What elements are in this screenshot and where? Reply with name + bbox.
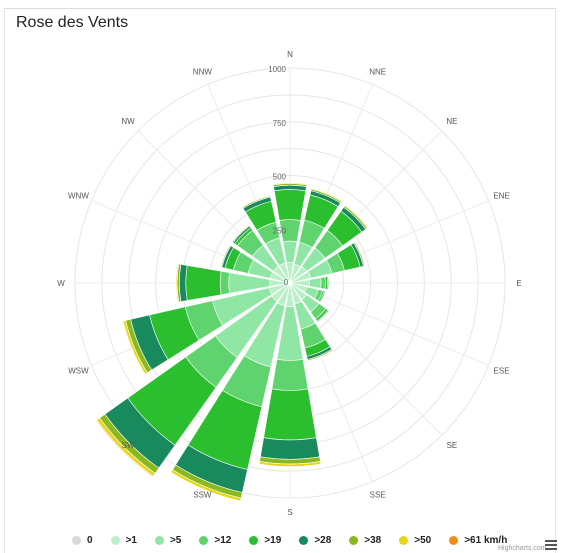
legend-label: >5 [169, 534, 182, 546]
wedge-e-series-7 [328, 275, 331, 291]
legend-item[interactable]: >5 [154, 534, 182, 546]
wedge-nw-series-7 [231, 224, 250, 243]
direction-label-n: N [287, 50, 293, 59]
direction-label-ene: ENE [493, 191, 509, 200]
wedge-s-series-3 [271, 358, 309, 391]
wedge-nnw-series-7 [241, 194, 271, 208]
wedge-n-series-2 [282, 240, 298, 264]
hamburger-menu-icon[interactable] [545, 540, 557, 550]
wedge-se-series-7 [317, 310, 331, 324]
legend-item[interactable]: >1 [110, 534, 137, 546]
legend-label: >38 [364, 534, 382, 546]
wedge-w-series-8 [175, 263, 179, 303]
legend-label: >61 km/h [464, 534, 508, 546]
legend-marker [72, 535, 81, 545]
legend-item[interactable]: >38 [349, 535, 381, 546]
wedge-w-series-4 [185, 265, 222, 301]
radial-tick-label: 0 [284, 278, 289, 287]
legend-marker [154, 535, 164, 545]
chart-legend: 0 >1 >5 >12 >19 >28 >38 >50 >61 km/h [72, 532, 525, 548]
direction-label-ne: NE [446, 117, 457, 126]
legend-item[interactable]: >28 [299, 535, 331, 546]
legend-item[interactable]: 0 [72, 535, 93, 546]
wedge-wsw-series-8 [122, 320, 146, 375]
legend-marker [199, 535, 209, 545]
radial-tick-label: 750 [273, 119, 287, 128]
legend-marker [449, 535, 459, 545]
wedge-e-series-2 [308, 277, 322, 289]
direction-label-nne: NNE [369, 67, 386, 76]
wedge-nne-series-7 [311, 187, 343, 202]
legend-label: >50 [414, 534, 432, 546]
legend-item[interactable]: >12 [199, 535, 231, 546]
wedge-ne-series-7 [344, 204, 369, 229]
legend-marker [399, 535, 409, 545]
direction-label-w: W [57, 279, 65, 288]
direction-label-wsw: WSW [68, 367, 89, 376]
wedge-n-series-7 [272, 182, 308, 186]
wedge-n-series-4 [273, 189, 307, 221]
wedge-sse-series-7 [307, 350, 334, 362]
direction-label-ssw: SSW [193, 491, 212, 500]
chart-title: Rose des Vents [16, 14, 129, 31]
legend-marker [110, 535, 120, 545]
radial-tick-label: 500 [273, 173, 287, 182]
legend-label: 0 [87, 534, 93, 546]
wedge-s-series-4 [263, 388, 317, 441]
wedge-w-series-3 [219, 270, 230, 296]
radial-tick-label: 250 [273, 226, 287, 235]
direction-label-se: SE [447, 441, 458, 450]
legend-item[interactable]: >50 [399, 535, 431, 546]
wedge-s-series-8 [258, 463, 322, 468]
direction-label-ese: ESE [494, 367, 510, 376]
legend-label: >12 [214, 534, 232, 546]
wedge-e-series-3 [320, 276, 326, 290]
legend-item[interactable]: >61 km/h [449, 535, 507, 546]
direction-label-s: S [287, 508, 292, 517]
legend-marker [349, 535, 359, 545]
legend-label: >28 [314, 534, 332, 546]
wedge-ese-series-7 [320, 290, 327, 304]
direction-label-wnw: WNW [68, 191, 89, 200]
wedge-ene-series-7 [354, 241, 366, 267]
direction-label-nnw: NNW [193, 67, 213, 76]
legend-label: >1 [125, 534, 137, 546]
chart-credits[interactable]: Highcharts.com [498, 545, 547, 552]
direction-label-sw: SW [122, 441, 135, 450]
direction-label-e: E [516, 279, 521, 288]
direction-label-nw: NW [121, 117, 135, 126]
wedge-s-series-5 [260, 437, 320, 460]
radial-tick-label: 1000 [268, 65, 286, 74]
legend-marker [299, 535, 309, 545]
legend-item[interactable]: >19 [249, 535, 281, 546]
direction-label-sse: SSE [370, 491, 386, 500]
legend-label: >19 [264, 534, 282, 546]
wedge-ssw-series-8 [170, 471, 241, 503]
legend-marker [249, 535, 259, 545]
wedge-wnw-series-7 [220, 244, 231, 268]
wedge-sw-series-8 [95, 419, 154, 478]
